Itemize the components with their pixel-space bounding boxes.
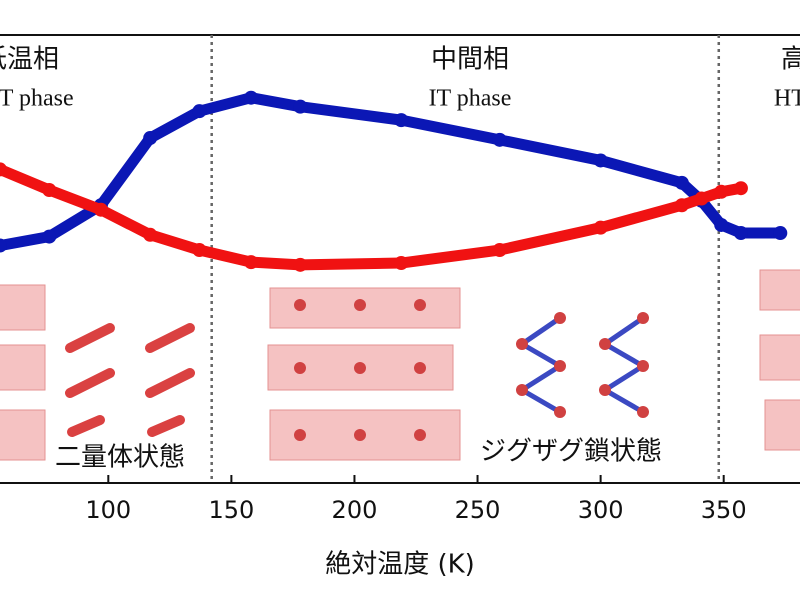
data-point	[93, 202, 108, 217]
x-tick-label: 300	[578, 496, 624, 524]
data-point	[733, 226, 748, 241]
data-point	[143, 227, 158, 242]
data-point	[143, 131, 158, 146]
annotation: 二量体状態	[55, 443, 185, 473]
phase-label: HT phase	[774, 86, 800, 112]
x-tick-label: 100	[85, 496, 131, 524]
phase-name: 高温相	[781, 45, 800, 75]
series	[0, 162, 748, 272]
data-point	[694, 191, 709, 206]
series	[0, 90, 788, 253]
data-point	[192, 243, 207, 258]
data-point	[714, 217, 729, 232]
structure-illustrations	[0, 269, 800, 461]
data-point	[394, 113, 409, 128]
data-point	[674, 175, 689, 190]
x-tick-label: 250	[455, 496, 501, 524]
data-point	[773, 226, 788, 241]
data-point	[42, 229, 57, 244]
data-point	[293, 99, 308, 114]
data-point	[492, 243, 507, 258]
plot-frame	[0, 34, 800, 484]
data-point	[394, 256, 409, 271]
data-point	[492, 132, 507, 147]
annotation: ジグザグ鎖状態	[480, 437, 662, 467]
data-point	[593, 220, 608, 235]
phase-label: IT phase	[429, 86, 512, 112]
data-point	[42, 183, 57, 198]
data-point	[593, 153, 608, 168]
data-point	[733, 181, 748, 196]
data-point	[293, 257, 308, 272]
phase-name: 中間相	[431, 45, 509, 75]
x-tick-label: 200	[332, 496, 378, 524]
data-point	[192, 104, 207, 119]
x-tick-label: 350	[701, 496, 747, 524]
data-point	[244, 90, 259, 105]
x-axis-label: 絶対温度 (K)	[325, 550, 475, 580]
phase-label: LT phase	[0, 86, 74, 112]
phase-name: 低温相	[0, 45, 59, 75]
data-point	[0, 238, 7, 253]
data-point	[714, 184, 729, 199]
data-point	[0, 162, 7, 177]
data-point	[244, 255, 259, 270]
x-tick-label: 150	[208, 496, 254, 524]
data-point	[674, 198, 689, 213]
